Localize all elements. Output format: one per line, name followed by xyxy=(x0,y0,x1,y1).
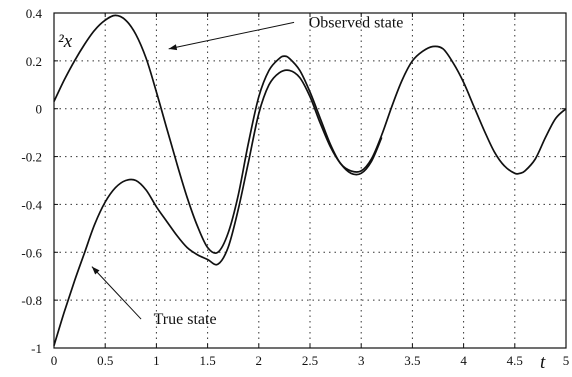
annotations: Observed state True state xyxy=(91,14,404,328)
y-tick-label: 0.2 xyxy=(26,54,42,69)
plot-frame xyxy=(53,12,567,349)
y-tick-label: -0.6 xyxy=(21,245,42,260)
y-tick-label: -0.8 xyxy=(21,293,42,308)
arrow-head xyxy=(91,266,100,275)
annotation-true-state: True state xyxy=(154,311,217,328)
series-line-observed-state xyxy=(53,14,567,255)
x-tick-label: 5 xyxy=(563,353,570,368)
x-tick-label: 0.5 xyxy=(97,353,113,368)
x-tick-label: 4.5 xyxy=(507,353,523,368)
series xyxy=(53,14,567,346)
grid xyxy=(54,13,566,348)
x-tick-label: 0 xyxy=(51,353,58,368)
series-line-true-state xyxy=(53,69,383,346)
y-tick-label: -0.4 xyxy=(21,197,42,212)
x-tick-label: 1.5 xyxy=(199,353,215,368)
y-tick-label: 0 xyxy=(36,102,43,117)
x-tick-label: 2 xyxy=(256,353,263,368)
y-tick-label: -0.2 xyxy=(21,150,42,165)
tick-labels: 0 0.5 1 1.5 2 2.5 3 3.5 4 4.5 5 0.4 0.2 0 -0.2 -0.4 -0.6… xyxy=(21,6,569,368)
x-tick-label: 3 xyxy=(358,353,365,368)
y-tick-label: 0.4 xyxy=(26,6,43,21)
x-tick-label: 2.5 xyxy=(302,353,318,368)
x-axis-label: t xyxy=(540,352,546,373)
arrow-line xyxy=(168,21,295,50)
x-tick-label: 1 xyxy=(153,353,160,368)
y-axis-label: ²x xyxy=(58,31,73,52)
arrow-line xyxy=(91,266,142,320)
x-tick-label: 4 xyxy=(460,353,467,368)
y-tick-label: -1 xyxy=(31,341,42,356)
arrow-head xyxy=(168,44,178,51)
annotation-observed-state: Observed state xyxy=(309,14,404,31)
x-tick-label: 3.5 xyxy=(404,353,420,368)
